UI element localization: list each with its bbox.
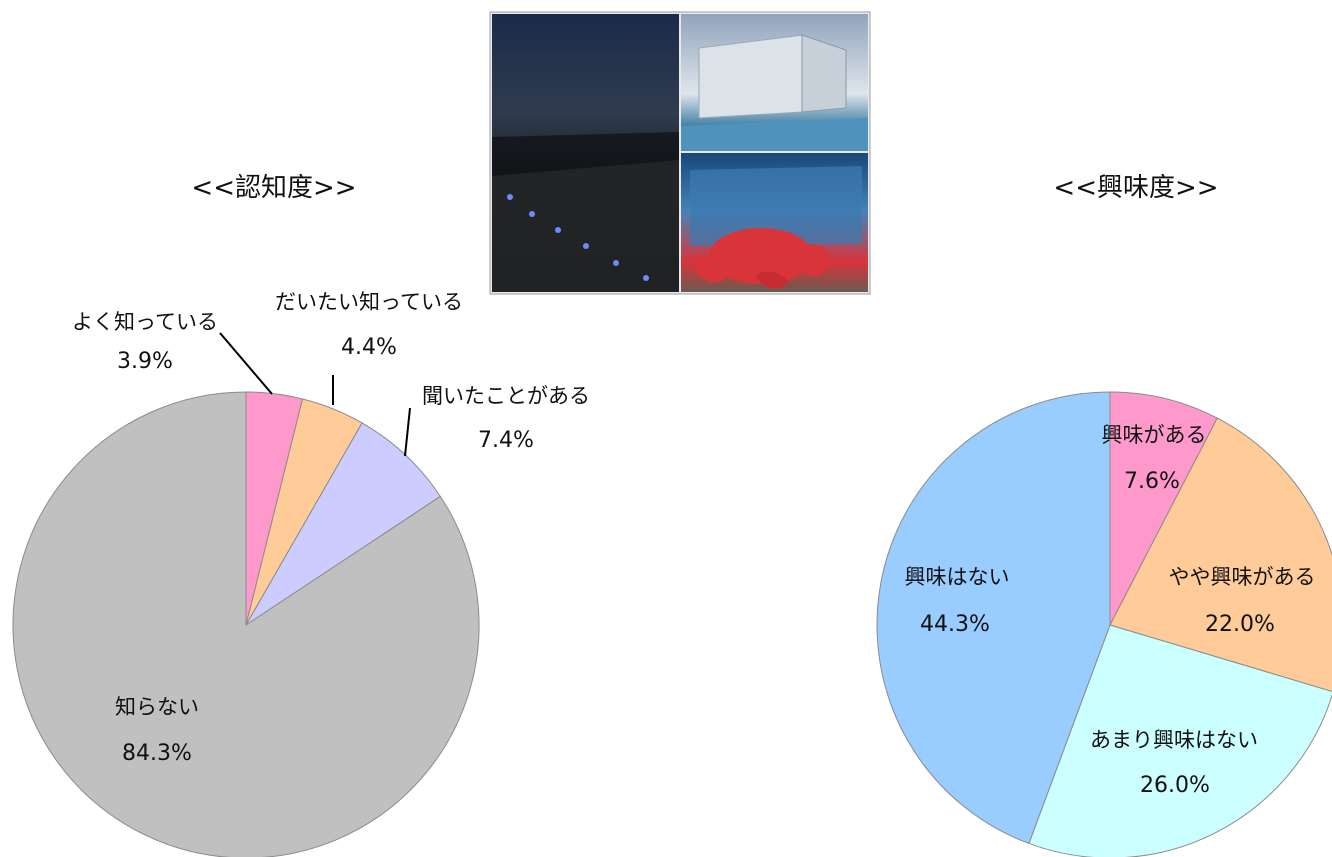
- night-light-dot: [555, 227, 561, 233]
- octopus-sculpture-photo: [681, 153, 868, 292]
- interest-slices: [876, 391, 1332, 857]
- awareness-slice-label-well-known: よく知っている: [72, 310, 218, 334]
- night-light-dot: [643, 275, 649, 281]
- awareness-leader-line-heard: [404, 407, 411, 457]
- interest-slice-label-interested: 興味がある: [1102, 423, 1207, 447]
- interest-slice-4: [876, 391, 1111, 845]
- interest-slice-label-not-very-interested: あまり興味はない: [1090, 728, 1258, 752]
- awareness-leader-line-well-known: [219, 332, 273, 395]
- interest-chart-title: <<興味度>>: [1053, 173, 1218, 203]
- night-waterfront-photo: [492, 14, 679, 292]
- awareness-slice-label-mostly-known: だいたい知っている: [275, 290, 463, 314]
- night-light-dot: [613, 260, 619, 266]
- interest-slice-1: [1109, 391, 1218, 626]
- interest-value-label-not-very-interested: 26.0%: [1140, 773, 1210, 798]
- building-pool-shape: [681, 118, 868, 151]
- octopus-tentacle-shape: [755, 271, 789, 289]
- photo-collage: [489, 11, 871, 295]
- interest-value-label-somewhat-interested: 22.0%: [1205, 612, 1275, 637]
- night-light-dot: [583, 243, 589, 249]
- awareness-value-label-well-known: 3.9%: [117, 349, 173, 374]
- octopus-tentacle-shape: [792, 244, 830, 277]
- interest-slice-3: [1028, 624, 1332, 857]
- awareness-pie-chart: <<認知度>> よく知っている 3.9% だいたい知っている 4.4% 聞いたこ…: [12, 173, 590, 857]
- night-light-dot: [529, 211, 535, 217]
- interest-slice-label-somewhat-interested: やや興味がある: [1169, 565, 1316, 589]
- night-light-dot: [507, 194, 513, 200]
- interest-pie-chart: <<興味度>> 興味がある 7.6% やや興味がある 22.0% あまり興味はな…: [876, 173, 1332, 857]
- interest-value-label-interested: 7.6%: [1124, 469, 1180, 494]
- interest-slice-label-not-interested: 興味はない: [905, 565, 1010, 589]
- awareness-value-label-heard: 7.4%: [478, 428, 534, 453]
- aquarium-wall-shape: [690, 166, 862, 246]
- night-waterfront-walkway-shape: [492, 160, 679, 292]
- building-facade-shape: [698, 34, 804, 119]
- awareness-value-label-unknown: 84.3%: [122, 741, 192, 766]
- awareness-slice-4: [12, 391, 480, 857]
- awareness-slice-label-unknown: 知らない: [115, 695, 199, 719]
- building-exterior-photo: [681, 14, 868, 151]
- awareness-chart-title: <<認知度>>: [191, 173, 356, 203]
- octopus-tentacle-shape: [694, 256, 744, 283]
- awareness-slice-label-heard: 聞いたことがある: [422, 384, 590, 408]
- interest-value-label-not-interested: 44.3%: [920, 612, 990, 637]
- awareness-slices: [12, 391, 480, 857]
- interest-slice-2: [1109, 417, 1332, 692]
- awareness-value-label-mostly-known: 4.4%: [341, 335, 397, 360]
- awareness-leader-lines: [219, 332, 411, 457]
- building-side-shape: [801, 34, 847, 113]
